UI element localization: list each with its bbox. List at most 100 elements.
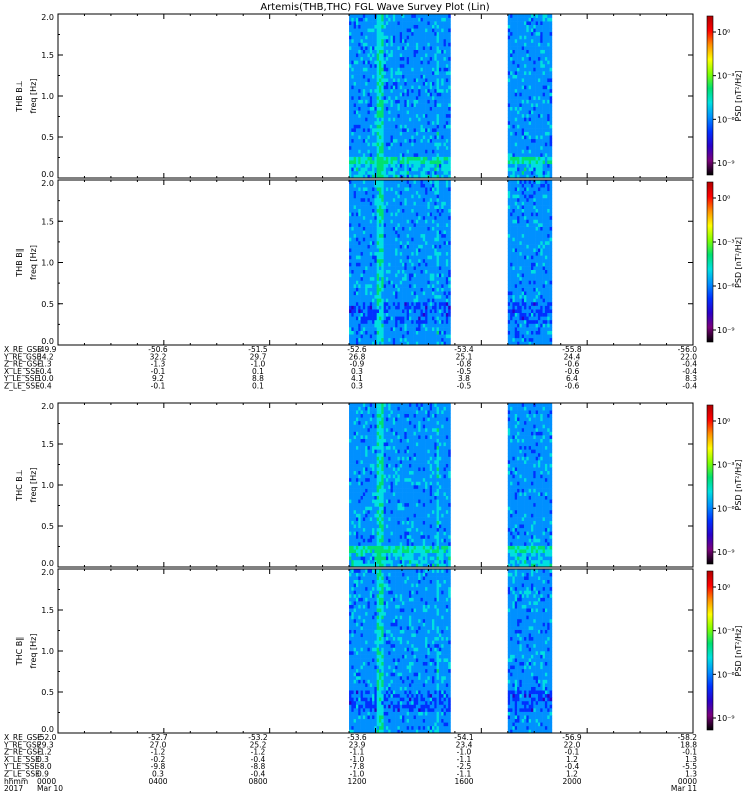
colorbar <box>706 404 714 565</box>
y-tick-label: 0.5 <box>41 522 54 531</box>
colorbar-tick-label: 10⁻⁶ <box>717 670 735 679</box>
ephemeris-value: -9.8 <box>151 762 166 771</box>
ephemeris-value: -53.2 <box>248 733 268 742</box>
ephemeris-value: 32.2 <box>150 352 167 361</box>
ephemeris-value: 1.2 <box>566 755 578 764</box>
panel-yunit: freq [Hz] <box>29 79 38 114</box>
ephemeris-value: -1.1 <box>457 770 472 779</box>
ephemeris-value: 4.1 <box>351 374 363 383</box>
ephemeris-row-label: Y_LE_SSE <box>3 762 40 771</box>
ephemeris-value: -49.9 <box>37 345 57 354</box>
ephemeris-value: 0.1 <box>252 367 264 376</box>
time-tick-label: 1200 <box>347 777 366 786</box>
spectrogram-data <box>507 14 553 179</box>
ephemeris-value: -0.8 <box>457 360 472 369</box>
ephemeris-value: -0.4 <box>565 762 580 771</box>
ephemeris-value: -1.1 <box>457 755 472 764</box>
ephemeris-value: -0.5 <box>457 382 472 391</box>
spectrogram-data <box>349 569 451 734</box>
ephemeris-row-label: X_RE_GSE <box>4 733 42 742</box>
ephemeris-value: -52.0 <box>37 733 57 742</box>
time-tick-label: 0800 <box>248 777 267 786</box>
ephemeris-value: 22.0 <box>564 740 581 749</box>
ephemeris-value: -56.0 <box>678 345 698 354</box>
ephemeris-value: -1.3 <box>151 360 166 369</box>
y-tick-label: 1.5 <box>41 440 54 449</box>
date-tick-label: Mar 11 <box>671 784 697 793</box>
ephemeris-value: 23.9 <box>349 740 366 749</box>
ephemeris-value: -0.4 <box>251 755 266 764</box>
y-tick-label: 0.0 <box>41 170 54 179</box>
ephemeris-value: -0.1 <box>565 748 580 757</box>
spectrogram-data <box>349 180 451 346</box>
time-tick-label: 0000 <box>678 777 697 786</box>
ephemeris-row-label: X_LE_SSE <box>4 367 40 376</box>
ephemeris-value: 23.4 <box>456 740 473 749</box>
date-tick-label: Mar 10 <box>37 784 63 793</box>
colorbar-tick-label: 10⁻³ <box>717 461 735 470</box>
y-tick-label: 1.5 <box>41 51 54 60</box>
ephemeris-value: -55.8 <box>562 345 582 354</box>
spectrogram-data <box>349 403 451 568</box>
colorbar-tick-label: 10⁻⁹ <box>717 548 735 557</box>
ephemeris-value: 0.9 <box>37 770 49 779</box>
spectrogram-data <box>507 403 553 568</box>
colorbar-tick-label: 10⁻³ <box>717 238 735 247</box>
ephemeris-value: 8.8 <box>252 374 264 383</box>
ephemeris-value: -1.0 <box>251 360 266 369</box>
plot-area: 0.0 0.5 1.0 1.5 2.0 THB B⊥ freq [Hz] 10⁰ 10⁻³ 10⁻… <box>3 13 743 793</box>
ephemeris-value: -53.4 <box>454 345 474 354</box>
y-tick-label: 2.0 <box>41 13 54 22</box>
ephemeris-value: 0.3 <box>351 382 363 391</box>
ephemeris-value: -0.1 <box>682 748 697 757</box>
colorbar-tick-label: 10⁻⁶ <box>717 115 735 124</box>
ephemeris-value: 34.2 <box>37 352 54 361</box>
y-tick-label: 0.0 <box>41 337 54 346</box>
colorbar-tick-label: 10⁻³ <box>717 72 735 81</box>
ephemeris-row-label: Z_LE_SSE <box>4 770 40 779</box>
ephemeris-value: 10.0 <box>37 374 54 383</box>
ephemeris-row-label: X_RE_GSE <box>4 345 42 354</box>
panel-ylabel: THB B∥ <box>15 248 24 277</box>
time-row-label: hhmm <box>4 777 28 786</box>
time-tick-label: 2000 <box>562 777 581 786</box>
y-tick-label: 0.5 <box>41 688 54 697</box>
y-tick-label: 0.5 <box>41 133 54 142</box>
ephemeris-value: -1.2 <box>151 748 166 757</box>
panel-ylabel: THC B⊥ <box>15 469 24 502</box>
colorbar-tick-label: 10⁻⁶ <box>717 504 735 513</box>
spectrogram-data <box>349 14 451 179</box>
ephemeris-value: -8.8 <box>251 762 266 771</box>
ephemeris-table: X_RE_GSE-52.0 -52.7 -53.2 -53.6 -54.1 -56.9 -5… <box>3 733 697 793</box>
colorbar-tick-label: 10⁻³ <box>717 627 735 636</box>
ephemeris-value: -0.4 <box>682 382 697 391</box>
ephemeris-value: 22.0 <box>680 352 697 361</box>
ephemeris-value: -54.1 <box>454 733 474 742</box>
time-tick-label: 0000 <box>37 777 56 786</box>
colorbar-tick-label: 10⁻⁹ <box>717 326 735 335</box>
panel-yunit: freq [Hz] <box>29 634 38 669</box>
ephemeris-value: -52.6 <box>347 345 367 354</box>
ephemeris-row-label: X_LE_SSE <box>4 755 40 764</box>
ephemeris-value: -0.6 <box>565 367 580 376</box>
ephemeris-value: 25.1 <box>456 352 473 361</box>
ephemeris-table: X_RE_GSE-49.9 -50.6 -51.5 -52.6 -53.4 -55.8 -5… <box>3 345 697 391</box>
panel-ylabel: THB B⊥ <box>15 80 24 112</box>
y-tick-label: 2.0 <box>41 568 54 577</box>
y-tick-label: 0.5 <box>41 300 54 309</box>
spectrogram-panel: 0.0 0.5 1.0 1.5 2.0 THC B⊥ freq [Hz] 10⁰ 10⁻³ 10⁻… <box>15 402 743 568</box>
y-tick-label: 1.0 <box>41 481 54 490</box>
ephemeris-value: -1.3 <box>37 360 52 369</box>
colorbar-tick-label: 10⁰ <box>717 417 730 426</box>
colorbar-tick-label: 10⁰ <box>717 28 730 37</box>
ephemeris-value: -0.4 <box>251 770 266 779</box>
ephemeris-value: -0.6 <box>565 382 580 391</box>
ephemeris-value: -0.2 <box>151 755 166 764</box>
ephemeris-row-label: Y_LE_SSE <box>3 374 40 383</box>
ephemeris-value: -1.1 <box>350 748 365 757</box>
time-tick-label: 0400 <box>148 777 167 786</box>
y-tick-label: 0.0 <box>41 559 54 568</box>
ephemeris-value: -0.4 <box>37 382 52 391</box>
y-tick-label: 2.0 <box>41 402 54 411</box>
